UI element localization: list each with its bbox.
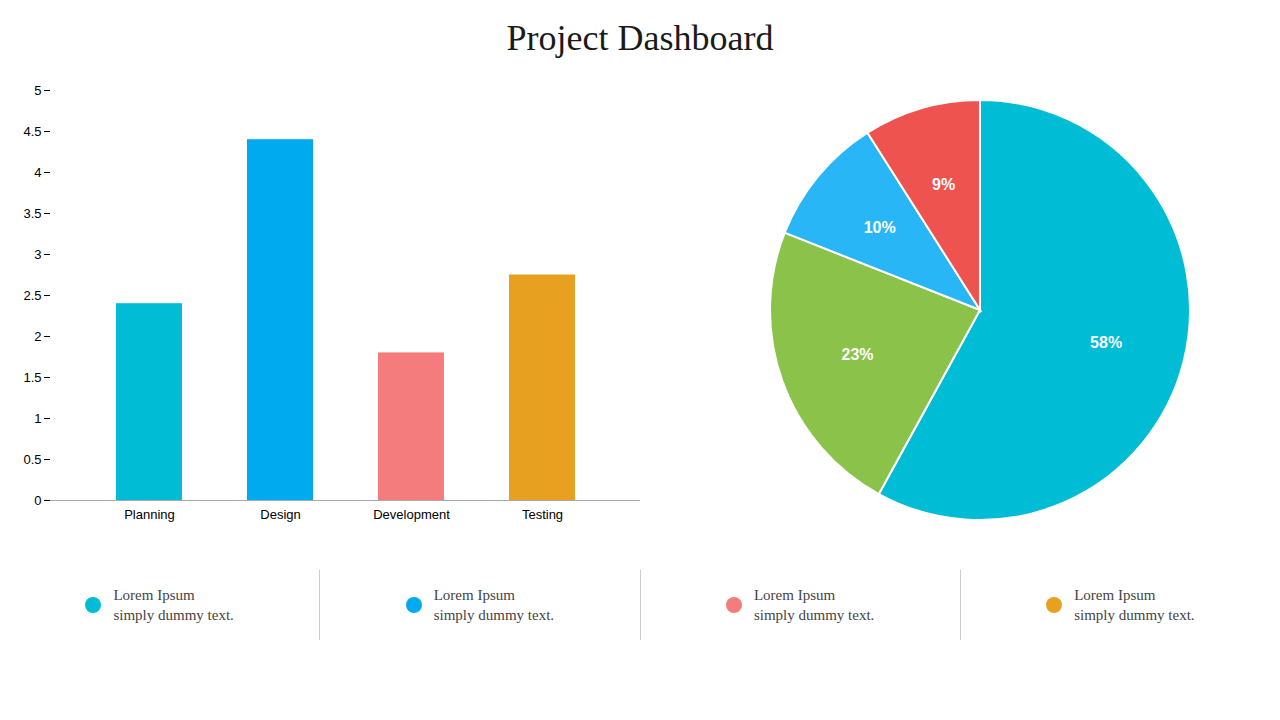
svg-text:3.5: 3.5: [23, 206, 41, 221]
svg-text:23%: 23%: [841, 346, 873, 363]
html-text:simply dummy text.: simply dummy text.: [1074, 607, 1195, 623]
svg-text:0.5: 0.5: [23, 452, 41, 467]
svg-text:3: 3: [34, 247, 41, 262]
html-text:Lorem Ipsum: Lorem Ipsum: [113, 587, 195, 603]
svg-text:1: 1: [34, 411, 41, 426]
svg-text:Design: Design: [260, 507, 300, 522]
svg-text:5: 5: [34, 83, 41, 98]
svg-text:Testing: Testing: [522, 507, 563, 522]
html-text:simply dummy text.: simply dummy text.: [113, 607, 234, 623]
html-text:Lorem Ipsum: Lorem Ipsum: [433, 587, 515, 603]
html-text:simply dummy text.: simply dummy text.: [753, 607, 875, 623]
html-text:Lorem Ipsum: Lorem Ipsum: [1074, 587, 1156, 603]
html-text:Lorem Ipsum: Lorem Ipsum: [753, 587, 836, 603]
svg-text:Development: Development: [373, 507, 450, 522]
svg-text:9%: 9%: [932, 176, 955, 193]
svg-text:Planning: Planning: [124, 507, 175, 522]
svg-text:0: 0: [34, 493, 41, 508]
svg-text:1.5: 1.5: [23, 370, 41, 385]
html-text:simply dummy text.: simply dummy text.: [433, 607, 555, 623]
svg-text:58%: 58%: [1090, 334, 1122, 351]
svg-text:2.5: 2.5: [23, 288, 41, 303]
html-text:Project Dashboard: Project Dashboard: [506, 18, 774, 58]
svg-text:10%: 10%: [864, 219, 896, 236]
svg-text:2: 2: [34, 329, 41, 344]
svg-text:4.5: 4.5: [23, 124, 41, 139]
svg-text:4: 4: [34, 165, 41, 180]
